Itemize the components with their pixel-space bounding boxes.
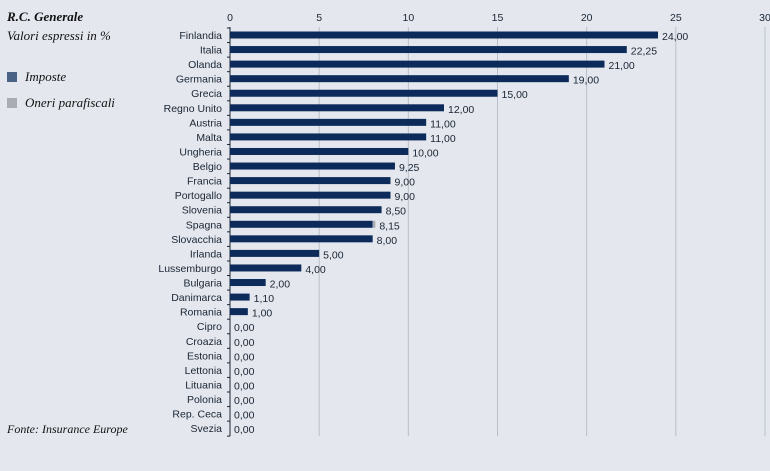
bar-imposte (230, 104, 444, 112)
data-label: 22,25 (631, 46, 657, 58)
category-label: Croazia (186, 336, 222, 348)
category-label: Rep. Ceca (172, 409, 222, 421)
data-label: 21,00 (609, 60, 635, 72)
data-label: 24,00 (662, 31, 688, 43)
bar-imposte (230, 308, 248, 316)
data-label: 9,25 (399, 162, 420, 174)
bar-imposte (230, 177, 391, 185)
data-label: 0,00 (234, 366, 255, 378)
bar-imposte (230, 249, 320, 257)
data-label: 8,50 (386, 206, 407, 218)
x-tick-label: 5 (316, 12, 322, 24)
category-label: Olanda (188, 59, 222, 71)
category-label: Romania (180, 307, 222, 319)
x-tick-label: 20 (581, 12, 593, 24)
category-label: Irlanda (190, 248, 222, 260)
x-tick-label: 15 (492, 12, 504, 24)
bar-oneri (372, 220, 376, 228)
bar-imposte (230, 133, 427, 141)
data-label: 0,00 (234, 351, 255, 363)
bar-imposte (230, 31, 658, 39)
data-label: 4,00 (305, 264, 326, 276)
bar-imposte (230, 89, 498, 97)
bar-imposte (230, 118, 427, 126)
data-label: 0,00 (234, 395, 255, 407)
bar-imposte (230, 235, 373, 243)
x-tick-label: 30 (759, 12, 770, 24)
legend-label-imposte: Imposte (25, 69, 67, 84)
data-label: 0,00 (234, 424, 255, 436)
category-label: Malta (196, 132, 222, 144)
data-label: 8,00 (377, 235, 398, 247)
legend-swatch-oneri (7, 98, 17, 108)
category-label: Slovenia (182, 205, 222, 217)
data-label: 11,00 (430, 118, 456, 130)
category-label: Regno Unito (164, 103, 223, 115)
bar-imposte (230, 206, 382, 214)
category-label: Svezia (190, 423, 222, 435)
data-label: 9,00 (395, 191, 416, 203)
data-label: 10,00 (412, 147, 438, 159)
category-label: Bulgaria (183, 278, 222, 290)
category-label: Danimarca (171, 292, 222, 304)
data-label: 12,00 (448, 104, 474, 116)
data-label: 5,00 (323, 249, 344, 261)
category-label: Grecia (191, 88, 222, 100)
legend-label-oneri: Oneri parafiscali (25, 95, 115, 110)
chart-subtitle: Valori espressi in % (7, 28, 111, 43)
category-label: Estonia (187, 350, 222, 362)
category-label: Ungheria (179, 146, 222, 158)
legend-swatch-imposte (7, 72, 17, 82)
category-label: Cipro (197, 321, 222, 333)
data-label: 15,00 (502, 89, 528, 101)
category-label: Lettonia (185, 365, 223, 377)
data-label: 1,10 (254, 293, 275, 305)
data-label: 19,00 (573, 75, 599, 87)
category-label: Lituania (185, 379, 222, 391)
bar-imposte (230, 220, 373, 228)
bar-imposte (230, 293, 250, 301)
category-label: Francia (187, 176, 222, 188)
category-label: Spagna (186, 219, 222, 231)
data-label: 8,15 (379, 220, 400, 232)
legend-item-imposte: Imposte (7, 69, 66, 85)
data-label: 0,00 (234, 337, 255, 349)
bar-imposte (230, 264, 302, 272)
data-label: 1,00 (252, 308, 273, 320)
legend-item-oneri: Oneri parafiscali (7, 95, 115, 111)
category-label: Finlandia (179, 30, 222, 42)
bar-imposte (230, 279, 266, 287)
data-label: 0,00 (234, 410, 255, 422)
category-label: Slovacchia (171, 234, 222, 246)
bar-imposte (230, 147, 409, 155)
x-tick-label: 25 (670, 12, 682, 24)
chart-title: R.C. Generale (7, 9, 84, 24)
x-tick-label: 0 (227, 12, 233, 24)
category-label: Polonia (187, 394, 222, 406)
category-label: Germania (176, 74, 222, 86)
category-label: Lussemburgo (158, 263, 222, 275)
category-label: Italia (200, 45, 222, 57)
bar-imposte (230, 75, 569, 83)
bar-imposte (230, 191, 391, 199)
bar-imposte (230, 60, 605, 68)
bar-imposte (230, 162, 395, 170)
data-label: 0,00 (234, 322, 255, 334)
x-tick-label: 10 (402, 12, 414, 24)
category-label: Belgio (193, 161, 222, 173)
category-label: Austria (189, 117, 222, 129)
data-label: 2,00 (270, 279, 291, 291)
chart-source: Fonte: Insurance Europe (7, 422, 128, 436)
category-label: Portogallo (175, 190, 222, 202)
data-label: 0,00 (234, 380, 255, 392)
bar-imposte (230, 46, 627, 54)
data-label: 11,00 (430, 133, 456, 145)
data-label: 9,00 (395, 177, 416, 189)
